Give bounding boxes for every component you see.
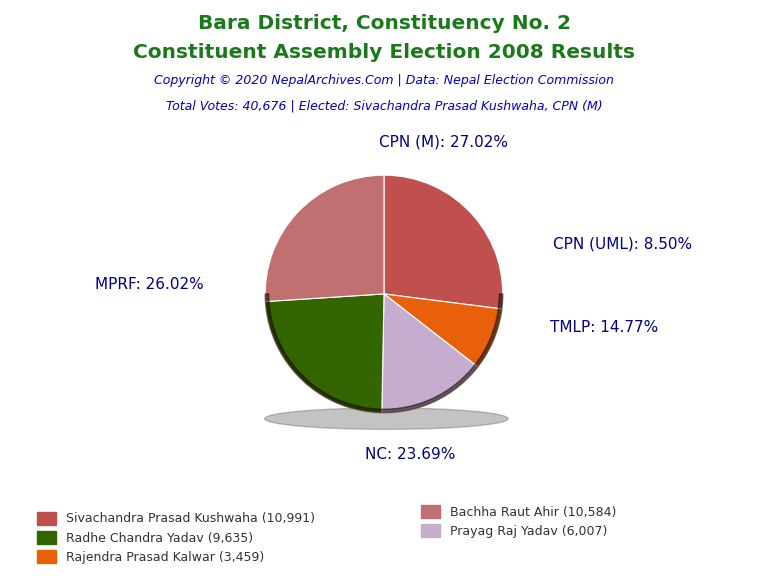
Wedge shape [265, 175, 384, 302]
Polygon shape [265, 294, 503, 413]
Wedge shape [384, 294, 502, 367]
Legend: Sivachandra Prasad Kushwaha (10,991), Radhe Chandra Yadav (9,635), Rajendra Pras: Sivachandra Prasad Kushwaha (10,991), Ra… [37, 512, 315, 564]
Text: NC: 23.69%: NC: 23.69% [365, 447, 455, 462]
Legend: Bachha Raut Ahir (10,584), Prayag Raj Yadav (6,007): Bachha Raut Ahir (10,584), Prayag Raj Ya… [421, 505, 616, 538]
Text: TMLP: 14.77%: TMLP: 14.77% [551, 320, 659, 335]
Wedge shape [384, 175, 503, 309]
Text: Copyright © 2020 NepalArchives.Com | Data: Nepal Election Commission: Copyright © 2020 NepalArchives.Com | Dat… [154, 74, 614, 87]
Text: Total Votes: 40,676 | Elected: Sivachandra Prasad Kushwaha, CPN (M): Total Votes: 40,676 | Elected: Sivachand… [166, 99, 602, 112]
Text: CPN (M): 27.02%: CPN (M): 27.02% [379, 134, 508, 149]
Text: CPN (UML): 8.50%: CPN (UML): 8.50% [553, 237, 692, 252]
Wedge shape [266, 294, 384, 413]
Text: Constituent Assembly Election 2008 Results: Constituent Assembly Election 2008 Resul… [133, 43, 635, 62]
Wedge shape [382, 294, 478, 413]
Text: Bara District, Constituency No. 2: Bara District, Constituency No. 2 [197, 14, 571, 33]
Text: MPRF: 26.02%: MPRF: 26.02% [94, 277, 204, 292]
Ellipse shape [265, 408, 508, 429]
